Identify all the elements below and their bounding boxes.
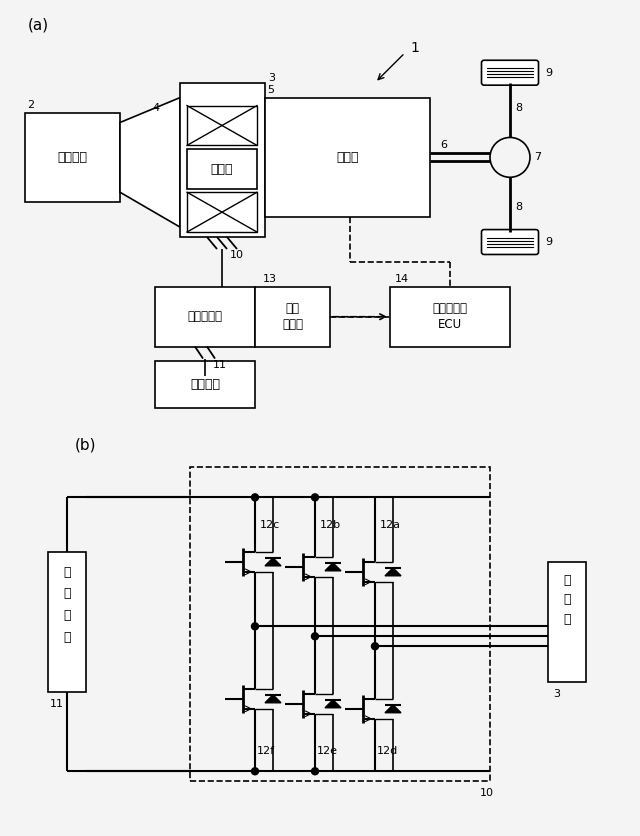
Text: 10: 10 xyxy=(230,250,244,260)
Circle shape xyxy=(252,494,259,501)
Text: 7: 7 xyxy=(534,152,541,162)
Text: 4: 4 xyxy=(152,103,159,113)
Polygon shape xyxy=(385,568,401,576)
Text: 12d: 12d xyxy=(377,747,398,757)
Bar xyxy=(187,105,257,145)
Bar xyxy=(48,552,86,691)
Text: 12f: 12f xyxy=(257,747,275,757)
Text: インバータ: インバータ xyxy=(188,310,223,324)
Bar xyxy=(180,83,265,237)
Bar xyxy=(390,287,510,347)
Text: 6: 6 xyxy=(440,140,447,150)
Text: (a): (a) xyxy=(28,18,49,33)
Text: (b): (b) xyxy=(75,437,97,452)
Text: 9: 9 xyxy=(545,237,552,247)
Text: インバータ: インバータ xyxy=(433,303,467,315)
Polygon shape xyxy=(325,563,341,571)
Text: 電流: 電流 xyxy=(285,303,300,315)
Text: リ: リ xyxy=(63,631,71,645)
Bar xyxy=(190,467,490,781)
Circle shape xyxy=(252,623,259,630)
Text: 12c: 12c xyxy=(260,520,280,530)
Circle shape xyxy=(312,494,319,501)
Text: 11: 11 xyxy=(50,699,64,709)
Circle shape xyxy=(252,767,259,775)
Text: 8: 8 xyxy=(515,202,522,212)
Bar xyxy=(187,150,257,189)
Text: 3: 3 xyxy=(268,73,275,83)
Text: ー: ー xyxy=(563,594,571,606)
Text: 2: 2 xyxy=(27,99,34,110)
Text: バッテリ: バッテリ xyxy=(190,378,220,391)
Bar xyxy=(265,98,430,217)
Text: 5: 5 xyxy=(267,84,274,94)
Text: モータ: モータ xyxy=(211,163,233,176)
Bar xyxy=(155,287,255,347)
Bar xyxy=(187,192,257,232)
Text: 12e: 12e xyxy=(317,747,338,757)
Text: 14: 14 xyxy=(395,274,409,284)
Text: 3: 3 xyxy=(553,689,560,699)
Polygon shape xyxy=(265,558,281,566)
Text: バ: バ xyxy=(63,566,71,579)
Text: 8: 8 xyxy=(515,103,522,113)
Text: 13: 13 xyxy=(263,274,277,284)
Text: モ: モ xyxy=(563,573,571,587)
Polygon shape xyxy=(120,98,180,227)
Text: ECU: ECU xyxy=(438,319,462,331)
Text: 9: 9 xyxy=(545,68,552,78)
Text: テ: テ xyxy=(63,609,71,622)
Circle shape xyxy=(371,643,378,650)
Polygon shape xyxy=(385,705,401,713)
Text: ッ: ッ xyxy=(63,588,71,600)
Text: 12b: 12b xyxy=(320,520,341,530)
Circle shape xyxy=(312,767,319,775)
Polygon shape xyxy=(265,695,281,703)
Bar xyxy=(25,113,120,202)
Bar xyxy=(548,562,586,681)
Text: 制御部: 制御部 xyxy=(282,319,303,331)
Text: 11: 11 xyxy=(213,359,227,370)
Text: 1: 1 xyxy=(410,41,419,55)
Text: 変速機: 変速機 xyxy=(336,150,359,164)
Text: タ: タ xyxy=(563,614,571,626)
Bar xyxy=(155,360,255,408)
Text: 12a: 12a xyxy=(380,520,401,530)
Text: エンジン: エンジン xyxy=(58,150,88,164)
Text: 10: 10 xyxy=(480,788,494,798)
Bar xyxy=(255,287,330,347)
FancyBboxPatch shape xyxy=(481,230,538,254)
Circle shape xyxy=(312,633,319,640)
FancyBboxPatch shape xyxy=(481,60,538,85)
Polygon shape xyxy=(325,700,341,708)
